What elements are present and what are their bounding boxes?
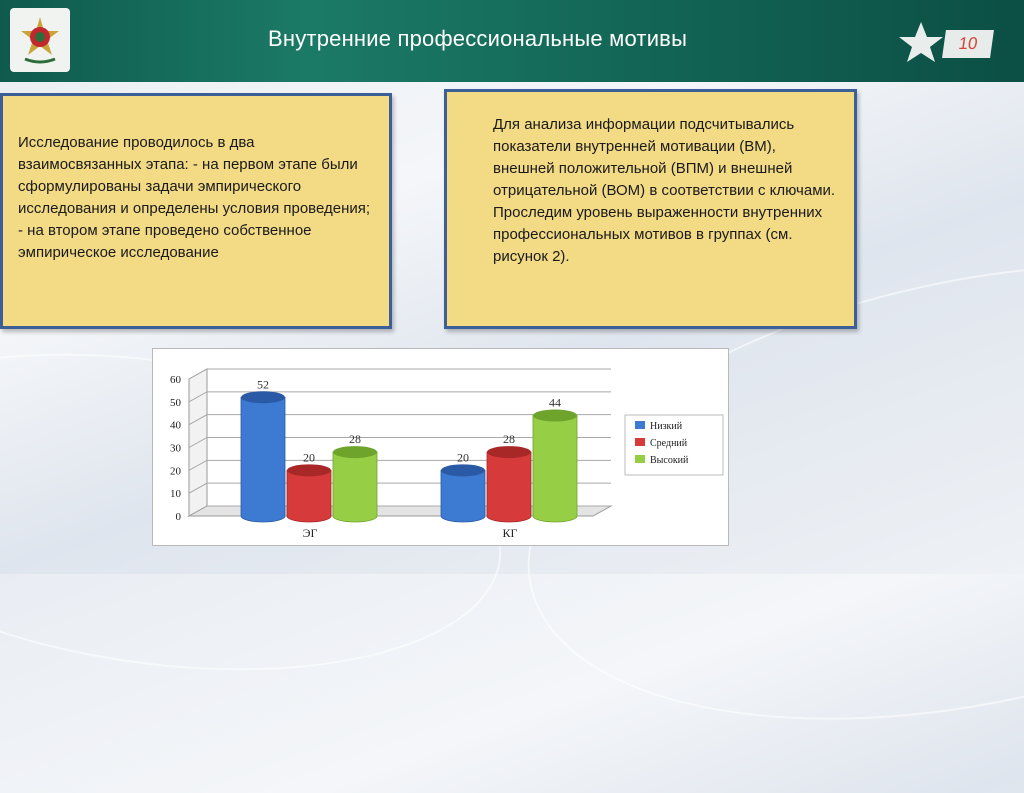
left-text-box: Исследование проводилось в два взаимосвя…	[0, 93, 392, 329]
bar-body	[440, 469, 486, 523]
page-title: Внутренние профессиональные мотивы	[268, 26, 688, 51]
y-tick-label: 30	[170, 443, 182, 455]
bar-Средний-ЭГ	[286, 464, 332, 523]
gridline	[188, 414, 611, 426]
bar-body	[286, 469, 332, 523]
y-tick-label: 10	[170, 488, 182, 500]
bar-Низкий-КГ	[440, 464, 486, 523]
y-tick-label: 20	[170, 465, 182, 477]
left-paragraph: Исследование проводилось в два взаимосвя…	[18, 134, 371, 261]
data-label: 28	[349, 432, 361, 446]
header-bar: Внутренние профессиональные мотивы 10	[0, 0, 1024, 82]
slide-number: 10	[942, 30, 994, 58]
bar-top	[533, 409, 577, 422]
right-paragraph: Для анализа информации подсчитывались по…	[493, 116, 836, 265]
gridline	[188, 391, 611, 403]
bar-top	[441, 464, 485, 477]
y-tick-label: 40	[170, 420, 182, 432]
bar-top	[487, 446, 531, 459]
bar-body	[240, 396, 286, 523]
x-category-label: КГ	[503, 526, 518, 540]
y-tick-label: 0	[176, 511, 182, 523]
y-tick-label: 60	[170, 374, 182, 386]
bar-top	[333, 446, 377, 459]
legend-swatch	[635, 438, 645, 446]
data-label: 28	[503, 432, 515, 446]
legend-label: Высокий	[650, 455, 689, 466]
legend-label: Низкий	[650, 421, 683, 432]
bar-Низкий-ЭГ	[240, 391, 286, 523]
bar-body	[532, 415, 578, 523]
data-label: 44	[549, 396, 561, 410]
legend-label: Средний	[650, 438, 688, 449]
data-label: 20	[457, 450, 469, 464]
bar-chart: 0 10 20 30 40 50 60 52 20 28 ЭГ 20 28 44 КГ Низкий Средн…	[170, 368, 724, 540]
gridline	[188, 368, 611, 380]
right-text-box: Для анализа информации подсчитывались по…	[444, 89, 857, 329]
bar-Высокий-ЭГ	[332, 446, 378, 523]
x-category-label: ЭГ	[303, 526, 318, 540]
bar-Высокий-КГ	[532, 409, 578, 523]
gridline	[188, 437, 611, 448]
star-icon	[899, 22, 943, 62]
y-tick-label: 50	[170, 397, 182, 409]
gridline	[188, 459, 611, 471]
bar-top	[287, 464, 331, 477]
legend-swatch	[635, 421, 645, 429]
bar-body	[486, 451, 532, 523]
chart-panel: 0 10 20 30 40 50 60 52 20 28 ЭГ 20 28 44 КГ Низкий Средн…	[152, 348, 729, 546]
data-label: 20	[303, 450, 315, 464]
emblem-icon	[10, 8, 70, 72]
legend-swatch	[635, 455, 645, 463]
bar-top	[241, 391, 285, 404]
data-label: 52	[257, 377, 269, 391]
bar-Средний-КГ	[486, 446, 532, 523]
bar-body	[332, 451, 378, 523]
